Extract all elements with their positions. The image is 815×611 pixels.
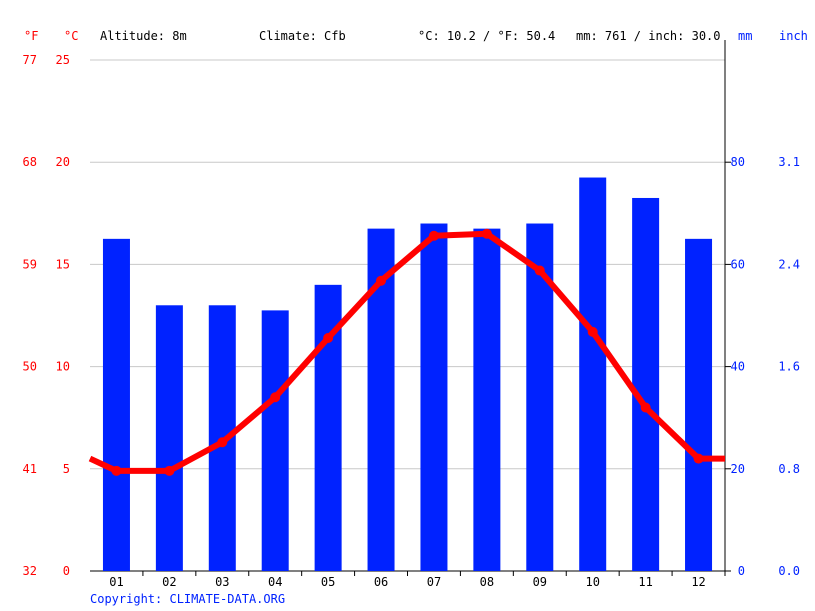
precip-bar: [685, 238, 713, 571]
copyright[interactable]: Copyright: CLIMATE-DATA.ORG: [90, 592, 286, 606]
precip-bar: [155, 305, 183, 571]
temperature-point: [587, 326, 598, 337]
altitude: Altitude: 8m: [100, 29, 187, 43]
celsius-tick: 10: [56, 360, 70, 374]
fahrenheit-tick: 68: [23, 155, 37, 169]
temp-mean: °C: 10.2 / °F: 50.4: [418, 29, 556, 43]
month-label: 05: [321, 575, 335, 589]
month-label: 01: [109, 575, 123, 589]
month-label: 12: [691, 575, 705, 589]
temperature-point: [323, 332, 334, 343]
precip-bar: [632, 197, 660, 571]
precip-bar: [579, 177, 607, 571]
precip-bar: [261, 310, 289, 571]
fahrenheit-tick: 77: [23, 53, 37, 67]
temperature-point: [428, 230, 439, 241]
temperature-point: [376, 275, 387, 286]
inch-tick: 3.1: [778, 155, 800, 169]
month-label: 02: [162, 575, 176, 589]
precip-bar: [102, 238, 130, 571]
mm-tick: 80: [731, 155, 745, 169]
temperature-point: [693, 453, 704, 464]
mm-tick: 60: [731, 257, 745, 271]
fahrenheit-unit: °F: [24, 29, 39, 43]
mm-unit: mm: [738, 29, 753, 43]
celsius-tick: 20: [56, 155, 70, 169]
precip-bar: [526, 223, 554, 571]
month-label: 10: [585, 575, 599, 589]
month-label: 03: [215, 575, 229, 589]
precip-bar: [473, 228, 501, 571]
precip-bar: [420, 223, 448, 571]
temperature-point: [111, 465, 122, 476]
inch-tick: 1.6: [778, 360, 800, 374]
temperature-point: [640, 402, 651, 413]
temperature-point: [534, 265, 545, 276]
temperature-point: [481, 228, 492, 239]
climate: Climate: Cfb: [259, 29, 346, 43]
temperature-line: [88, 230, 725, 474]
inch-tick: 0.0: [778, 564, 800, 578]
celsius-tick: 5: [63, 462, 70, 476]
celsius-tick: 15: [56, 257, 70, 271]
mm-tick: 40: [731, 360, 745, 374]
temperature-point: [164, 465, 175, 476]
fahrenheit-tick: 50: [23, 360, 37, 374]
temperature-point: [270, 392, 281, 403]
inch-unit: inch: [779, 29, 808, 43]
celsius-unit: °C: [64, 29, 79, 43]
fahrenheit-tick: 59: [23, 257, 37, 271]
month-label: 06: [374, 575, 388, 589]
month-label: 07: [427, 575, 441, 589]
month-label: 08: [480, 575, 494, 589]
temperature-point: [217, 437, 228, 448]
celsius-tick: 0: [63, 564, 70, 578]
inch-tick: 2.4: [778, 257, 800, 271]
month-label: 11: [638, 575, 652, 589]
month-label: 04: [268, 575, 282, 589]
mm-tick: 0: [738, 564, 745, 578]
fahrenheit-tick: 41: [23, 462, 37, 476]
month-label: 09: [533, 575, 547, 589]
inch-tick: 0.8: [778, 462, 800, 476]
fahrenheit-tick: 32: [23, 564, 37, 578]
celsius-tick: 25: [56, 53, 70, 67]
mm-tick: 20: [731, 462, 745, 476]
precip-total: mm: 761 / inch: 30.0: [576, 29, 721, 43]
